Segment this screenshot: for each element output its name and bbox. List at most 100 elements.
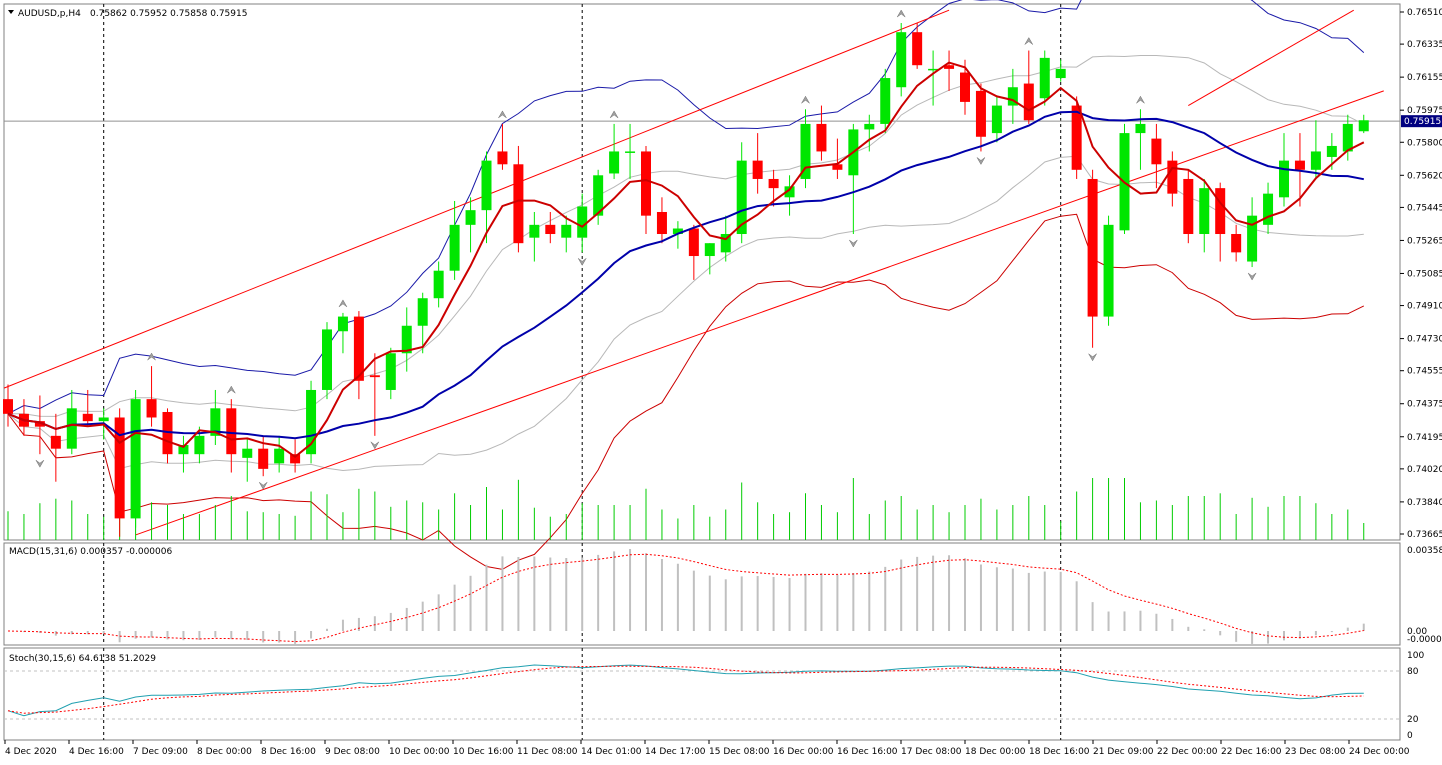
candle-body xyxy=(274,448,285,464)
fast-ma-line xyxy=(7,61,1365,459)
macd-tick-label: -0.000059 xyxy=(1407,635,1442,645)
fractal-up-arrow-icon xyxy=(1024,37,1034,45)
dropdown-triangle-icon xyxy=(8,10,14,14)
candle-body xyxy=(50,435,61,449)
fractal-down-arrow-icon xyxy=(1247,272,1257,281)
candle-body xyxy=(672,228,683,235)
time-tick-label: 22 Dec 16:00 xyxy=(1221,747,1282,757)
fractal-down-arrow-icon xyxy=(1088,353,1097,362)
candle-body xyxy=(912,32,923,66)
time-tick-label: 10 Dec 00:00 xyxy=(389,747,450,757)
candle-body xyxy=(880,78,891,124)
candle-body xyxy=(353,316,364,381)
price-tick-label: 0.74730 xyxy=(1407,335,1442,345)
candle-body xyxy=(369,375,380,378)
candle-body xyxy=(1231,234,1242,253)
macd-label: MACD(15,31,6) 0.000357 -0.000006 xyxy=(9,547,172,557)
candle-body xyxy=(449,224,460,271)
candle-body xyxy=(656,211,667,235)
time-tick-label: 18 Dec 00:00 xyxy=(965,747,1026,757)
price-tick-label: 0.75085 xyxy=(1407,269,1442,279)
candle-body xyxy=(1135,123,1146,134)
time-tick-label: 21 Dec 09:00 xyxy=(1093,747,1154,757)
candle-body xyxy=(545,224,556,235)
candle-body xyxy=(704,243,715,257)
candle-body xyxy=(497,151,508,165)
stoch-tick-label: 100 xyxy=(1407,651,1424,661)
candle-body xyxy=(1151,138,1162,165)
price-tick-label: 0.75800 xyxy=(1407,138,1442,148)
candle-body xyxy=(864,123,875,130)
fractal-up-arrow-icon xyxy=(609,110,619,119)
candle-body xyxy=(98,417,109,422)
fractal-down-arrow-icon xyxy=(849,239,858,248)
channel-upper-line-left xyxy=(3,9,950,389)
candle-body xyxy=(114,417,125,519)
time-tick-label: 17 Dec 08:00 xyxy=(901,747,962,757)
candle-body xyxy=(513,164,524,244)
candle-body xyxy=(417,298,428,326)
fractal-down-arrow-icon xyxy=(976,157,986,165)
fractal-up-arrow-icon xyxy=(801,95,810,104)
candle-body xyxy=(258,448,269,469)
price-tick-label: 0.74555 xyxy=(1407,367,1442,377)
candle-body xyxy=(1023,83,1034,121)
fractal-down-arrow-icon xyxy=(370,441,380,450)
candle-body xyxy=(752,160,763,179)
candle-body xyxy=(1342,123,1353,152)
candle-body xyxy=(1279,160,1289,198)
candle-body xyxy=(306,389,317,455)
price-tick-label: 0.75445 xyxy=(1407,203,1442,213)
candle-body xyxy=(433,270,444,299)
fractal-down-arrow-icon xyxy=(258,482,268,490)
time-tick-label: 24 Dec 00:00 xyxy=(1349,747,1410,757)
fractal-up-arrow-icon xyxy=(896,9,906,18)
time-tick-label: 7 Dec 09:00 xyxy=(133,747,188,757)
bollinger-inner-lower-line xyxy=(7,155,1364,472)
candle-body xyxy=(385,353,396,390)
candle-body xyxy=(641,151,651,216)
candle-body xyxy=(210,408,221,436)
candle-body xyxy=(82,413,93,422)
time-tick-label: 4 Dec 2020 xyxy=(5,747,57,757)
candle-body xyxy=(34,421,45,427)
price-pane[interactable] xyxy=(3,0,1400,570)
time-tick-label: 23 Dec 08:00 xyxy=(1285,747,1346,757)
candle-body xyxy=(960,72,970,102)
candle-body xyxy=(226,408,237,455)
time-tick-label: 22 Dec 00:00 xyxy=(1157,747,1218,757)
macd-tick-label: 0.00 xyxy=(1407,627,1427,637)
candle-body xyxy=(609,151,620,174)
candle-body xyxy=(816,123,827,152)
candle-body xyxy=(991,105,1002,134)
price-tick-label: 0.75975 xyxy=(1407,106,1442,116)
stoch-pane[interactable] xyxy=(4,664,1400,720)
candle-body xyxy=(1007,87,1018,106)
fractal-up-arrow-icon xyxy=(147,352,156,361)
candle-body xyxy=(1039,57,1050,99)
fractal-down-arrow-icon xyxy=(35,459,45,468)
axes: 0.76510 0.76335 0.76155 0.75975 0.75800 0.756… xyxy=(4,8,1442,757)
candle-body xyxy=(1247,215,1258,262)
bollinger-inner-upper-line xyxy=(8,55,1365,417)
price-tick-label: 0.76335 xyxy=(1407,40,1442,50)
price-tick-label: 0.76155 xyxy=(1407,73,1442,83)
candle-body xyxy=(736,160,747,235)
candle-body xyxy=(1071,105,1082,170)
price-tick-label: 0.73665 xyxy=(1407,530,1442,540)
macd-pane[interactable] xyxy=(7,549,1365,644)
candle-body xyxy=(688,228,699,257)
candle-body xyxy=(194,435,205,455)
candle-body xyxy=(242,448,253,458)
candle-body xyxy=(1215,188,1226,235)
candle-body xyxy=(1326,145,1337,157)
macd-tick-label: 0.003587 xyxy=(1407,546,1442,556)
time-tick-label: 14 Dec 01:00 xyxy=(581,747,642,757)
candle-body xyxy=(577,206,588,238)
candle-body xyxy=(3,399,13,414)
stoch-tick-label: 0 xyxy=(1407,731,1413,741)
candle-body xyxy=(178,445,189,455)
candle-body xyxy=(1087,178,1098,317)
candle-body xyxy=(162,411,173,455)
